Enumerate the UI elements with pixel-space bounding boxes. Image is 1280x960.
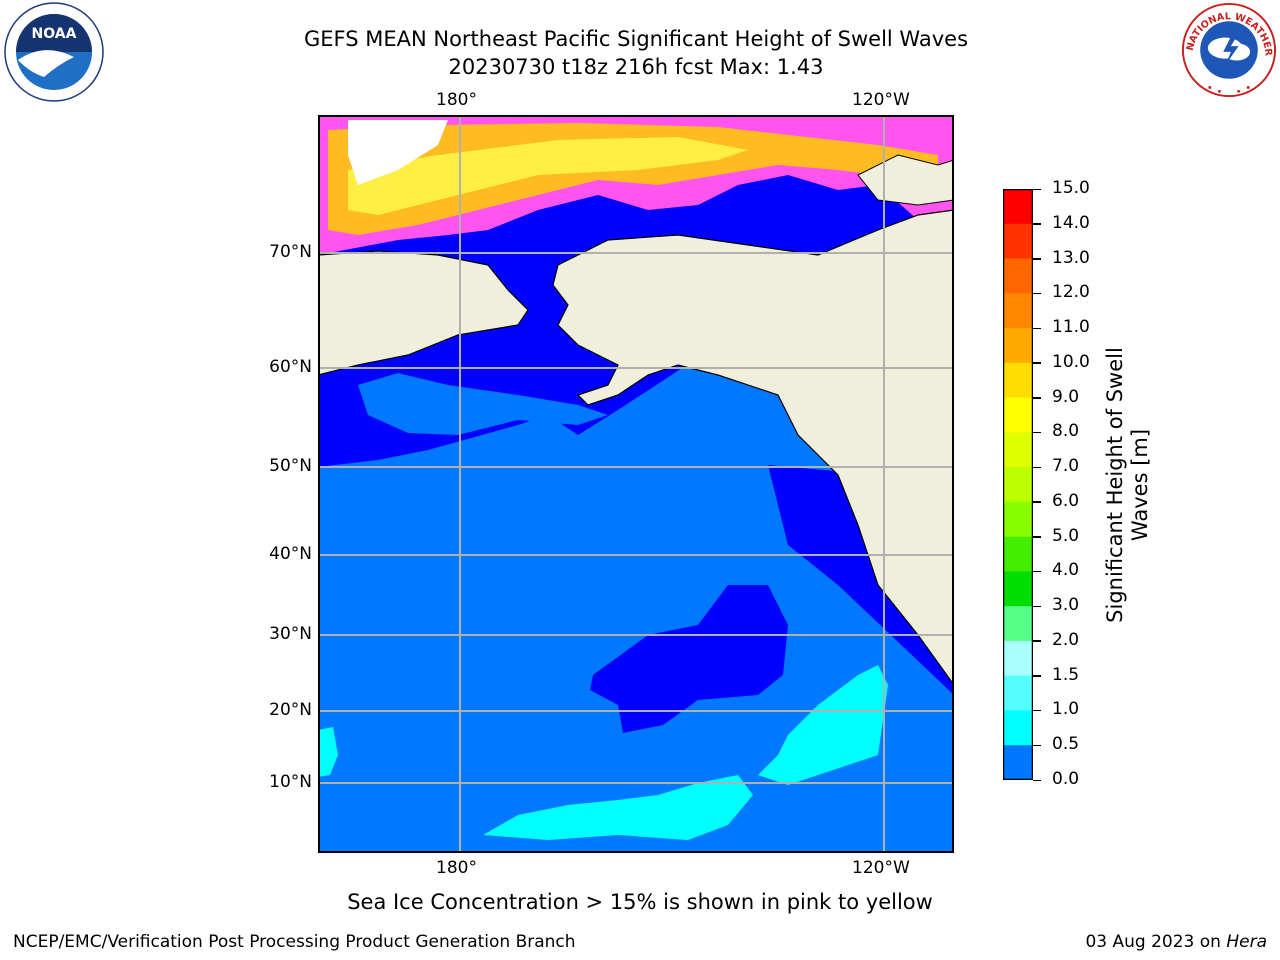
swell-low-coastal-band: [768, 465, 954, 695]
colorbar-segment: [1003, 362, 1033, 399]
colorbar-segment: [1003, 640, 1033, 677]
colorbar-tick-label: 7.0: [1052, 456, 1080, 477]
nws-logo: NATIONAL WEATHER SERVICE: [1181, 2, 1277, 98]
colorbar-tick-label: 15.0: [1052, 178, 1090, 198]
graticule: [318, 115, 954, 853]
noaa-logo: NOAA: [4, 2, 104, 102]
colorbar-segment: [1003, 258, 1033, 294]
colorbar-segment: [1003, 501, 1033, 538]
colorbar-tick-label: 4.0: [1052, 560, 1080, 581]
colorbar-segment: [1003, 432, 1033, 468]
colorbar-segment: [1003, 223, 1033, 260]
colorbar-tick-mark: [1033, 292, 1041, 295]
lat-label-70n: 70°N: [269, 242, 312, 262]
colorbar-tick-mark: [1033, 744, 1041, 747]
colorbar-tick-label: 2.0: [1052, 629, 1080, 650]
colorbar-tick-mark: [1033, 362, 1041, 364]
sea-ice-yellow: [348, 137, 748, 215]
colorbar-tick-label: 3.0: [1052, 595, 1080, 616]
colorbar-tick-label: 13.0: [1052, 247, 1090, 268]
colorbar-segment: [1003, 675, 1033, 711]
colorbar-tick-label: 14.0: [1052, 212, 1090, 233]
colorbar-label: Significant Height of Swell Waves [m]: [1103, 347, 1152, 623]
colorbar-segment: [1003, 293, 1033, 329]
noaa-logo-text: NOAA: [32, 26, 77, 42]
lat-label-20n: 20°N: [269, 700, 312, 720]
colorbar-tick-mark: [1033, 570, 1041, 573]
colorbar-tick-mark: [1033, 605, 1041, 608]
swell-low-central-blob: [590, 585, 788, 733]
colorbar-segment: [1003, 606, 1033, 642]
colorbar-tick-mark: [1033, 397, 1041, 399]
colorbar-tick-mark: [1033, 640, 1041, 642]
colorbar-tick-label: 5.0: [1052, 525, 1080, 546]
colorbar-segment: [1003, 189, 1033, 225]
colorbar: [1003, 189, 1033, 780]
swell-cyan-east: [758, 665, 888, 785]
colorbar-segment: [1003, 710, 1033, 746]
lat-label-40n: 40°N: [269, 544, 312, 564]
map-title: GEFS MEAN Northeast Pacific Significant …: [303, 27, 969, 51]
swell-cyan-south: [483, 775, 753, 840]
footer-host: Hera: [1226, 932, 1267, 952]
colorbar-segment: [1003, 397, 1033, 433]
colorbar-tick-label: 12.0: [1052, 282, 1090, 303]
lat-label-60n: 60°N: [269, 357, 312, 377]
swell-height-map: [318, 115, 954, 853]
colorbar-segment: [1003, 328, 1033, 364]
colorbar-tick-label: 10.0: [1052, 351, 1090, 372]
swell-mid-patch: [358, 373, 608, 435]
lat-label-50n: 50°N: [269, 456, 312, 476]
colorbar-tick-label: 1.5: [1052, 664, 1080, 685]
lat-label-10n: 10°N: [269, 772, 312, 792]
colorbar-segment: [1003, 467, 1033, 503]
colorbar-tick-mark: [1033, 223, 1041, 225]
colorbar-tick-label: 9.0: [1052, 386, 1080, 407]
lon-label-bottom-120w: 120°W: [852, 858, 910, 878]
open-water-white: [348, 120, 448, 185]
map-border: [318, 115, 954, 853]
map-subtitle: 20230730 t18z 216h fcst Max: 1.43: [448, 55, 824, 79]
colorbar-tick-mark: [1033, 501, 1041, 503]
colorbar-tick-mark: [1033, 327, 1041, 330]
lon-label-top-180: 180°: [436, 90, 477, 110]
colorbar-tick-mark: [1033, 258, 1041, 260]
colorbar-tick-label: 11.0: [1052, 317, 1090, 338]
footer-date: 03 Aug 2023 on Hera: [1085, 932, 1267, 952]
colorbar-tick-mark: [1033, 536, 1041, 538]
colorbar-tick-mark: [1033, 188, 1041, 190]
land-siberia: [318, 250, 529, 376]
footer-date-text: 03 Aug 2023 on: [1085, 932, 1227, 952]
colorbar-tick-label: 8.0: [1052, 421, 1080, 442]
colorbar-tick-label: 0.5: [1052, 734, 1080, 755]
land-alaska-canada: [552, 209, 954, 687]
colorbar-segment: [1003, 745, 1033, 780]
sea-ice-note: Sea Ice Concentration > 15% is shown in …: [347, 890, 933, 914]
colorbar-tick-label: 6.0: [1052, 490, 1080, 511]
colorbar-tick-mark: [1033, 675, 1041, 677]
colorbar-tick-label: 0.0: [1052, 769, 1080, 789]
footer-credit: NCEP/EMC/Verification Post Processing Pr…: [13, 932, 576, 952]
colorbar-segment: [1003, 571, 1033, 607]
colorbar-tick-mark: [1033, 431, 1041, 434]
colorbar-tick-mark: [1033, 709, 1041, 712]
lon-label-bottom-180: 180°: [436, 858, 477, 878]
colorbar-tick-mark: [1033, 466, 1041, 469]
colorbar-tick-label: 1.0: [1052, 699, 1080, 720]
swell-cyan-west: [318, 727, 338, 777]
lon-label-top-120w: 120°W: [852, 90, 910, 110]
colorbar-segment: [1003, 536, 1033, 572]
colorbar-tick-mark: [1033, 779, 1041, 781]
lat-label-30n: 30°N: [269, 624, 312, 644]
